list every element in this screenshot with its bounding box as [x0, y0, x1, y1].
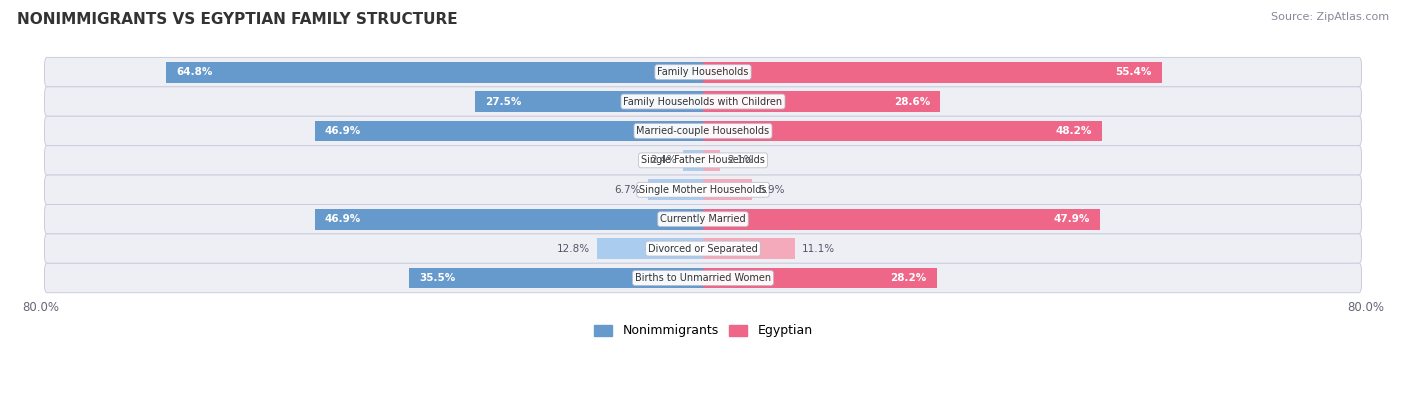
Text: 48.2%: 48.2% — [1056, 126, 1092, 136]
Text: 6.7%: 6.7% — [614, 185, 641, 195]
Bar — [703, 209, 1099, 229]
Text: NONIMMIGRANTS VS EGYPTIAN FAMILY STRUCTURE: NONIMMIGRANTS VS EGYPTIAN FAMILY STRUCTU… — [17, 12, 457, 27]
Bar — [703, 150, 720, 171]
Bar — [409, 267, 703, 288]
FancyBboxPatch shape — [45, 87, 1361, 116]
Bar — [475, 91, 703, 112]
Text: 12.8%: 12.8% — [557, 244, 591, 254]
FancyBboxPatch shape — [45, 175, 1361, 205]
Text: 28.6%: 28.6% — [894, 96, 929, 107]
Text: 35.5%: 35.5% — [419, 273, 456, 283]
FancyBboxPatch shape — [45, 205, 1361, 234]
Bar — [598, 238, 703, 259]
Text: Divorced or Separated: Divorced or Separated — [648, 244, 758, 254]
Text: Married-couple Households: Married-couple Households — [637, 126, 769, 136]
Text: 2.4%: 2.4% — [650, 155, 676, 166]
Bar — [703, 267, 936, 288]
Bar — [703, 120, 1102, 141]
FancyBboxPatch shape — [45, 234, 1361, 263]
Text: Source: ZipAtlas.com: Source: ZipAtlas.com — [1271, 12, 1389, 22]
FancyBboxPatch shape — [45, 57, 1361, 87]
Text: Family Households: Family Households — [658, 67, 748, 77]
Text: Births to Unmarried Women: Births to Unmarried Women — [636, 273, 770, 283]
FancyBboxPatch shape — [45, 146, 1361, 175]
Text: Family Households with Children: Family Households with Children — [623, 96, 783, 107]
Text: 64.8%: 64.8% — [176, 67, 212, 77]
FancyBboxPatch shape — [45, 116, 1361, 146]
Text: 28.2%: 28.2% — [890, 273, 927, 283]
Text: 5.9%: 5.9% — [758, 185, 785, 195]
Text: Single Mother Households: Single Mother Households — [640, 185, 766, 195]
Bar — [703, 238, 794, 259]
Text: 27.5%: 27.5% — [485, 96, 522, 107]
Bar — [166, 62, 703, 83]
Text: 2.1%: 2.1% — [727, 155, 754, 166]
Text: 47.9%: 47.9% — [1053, 214, 1090, 224]
Text: 55.4%: 55.4% — [1115, 67, 1152, 77]
Text: 11.1%: 11.1% — [801, 244, 835, 254]
Text: 46.9%: 46.9% — [325, 126, 361, 136]
Bar — [315, 120, 703, 141]
Bar — [703, 62, 1161, 83]
Bar — [703, 179, 752, 200]
Bar — [315, 209, 703, 229]
Bar — [648, 179, 703, 200]
Text: Currently Married: Currently Married — [661, 214, 745, 224]
Text: 46.9%: 46.9% — [325, 214, 361, 224]
FancyBboxPatch shape — [45, 263, 1361, 293]
Legend: Nonimmigrants, Egyptian: Nonimmigrants, Egyptian — [589, 320, 817, 342]
Bar — [683, 150, 703, 171]
Text: Single Father Households: Single Father Households — [641, 155, 765, 166]
Bar — [703, 91, 939, 112]
